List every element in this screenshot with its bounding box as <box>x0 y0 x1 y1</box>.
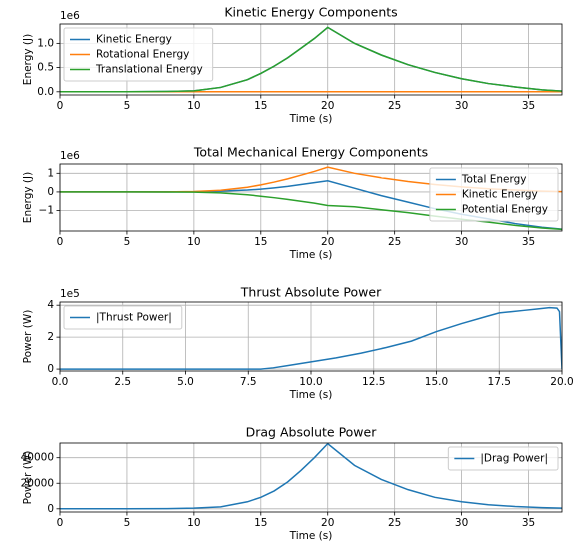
x-tick-label: 20 <box>321 100 334 112</box>
legend-box <box>63 27 214 82</box>
y-tick-label: 0 <box>47 186 54 198</box>
x-tick-label: 20.0 <box>550 376 573 388</box>
x-tick-label: 5 <box>124 517 131 529</box>
x-tick-label: 5 <box>124 236 131 248</box>
y-offset-label: 1e6 <box>60 150 80 162</box>
x-tick-label: 0 <box>57 517 64 529</box>
x-tick-label: 25 <box>388 236 401 248</box>
x-axis-label: Time (s) <box>289 530 333 542</box>
legend-label: Rotational Energy <box>96 49 189 61</box>
x-tick-label: 35 <box>522 100 535 112</box>
x-tick-label: 30 <box>455 517 468 529</box>
legend-label: Total Energy <box>461 174 527 186</box>
x-tick-label: 17.5 <box>488 376 511 388</box>
y-tick-label: 0.0 <box>37 86 54 98</box>
axes-frame <box>59 23 563 96</box>
legend: |Drag Power| <box>447 446 559 471</box>
subplot: Drag Absolute Power 0 5 10 15 20 25 30 35 0 20000 4… <box>21 425 563 542</box>
y-tick-label: 1 <box>47 167 54 179</box>
x-tick-label: 0 <box>57 100 64 112</box>
legend-label: |Thrust Power| <box>96 312 172 324</box>
subplot-title: Total Mechanical Energy Components <box>193 145 428 160</box>
x-tick-label: 25 <box>388 517 401 529</box>
y-tick-label: 1.0 <box>37 37 54 49</box>
x-tick-label: 0 <box>57 236 64 248</box>
x-tick-label: 15.0 <box>425 376 448 388</box>
x-tick-label: 5 <box>124 100 131 112</box>
y-axis-label: Power (W) <box>22 310 34 364</box>
y-tick-label: −1 <box>39 205 54 217</box>
x-tick-label: 10.0 <box>299 376 322 388</box>
legend-label: Kinetic Energy <box>96 34 172 46</box>
subplot: Kinetic Energy Components 0 5 10 15 20 25 30 35 0… <box>22 5 563 125</box>
x-tick-label: 10 <box>187 100 200 112</box>
legend-label: Potential Energy <box>462 204 548 216</box>
y-offset-label: 1e6 <box>60 10 80 22</box>
y-tick-label: 20000 <box>21 477 54 489</box>
legend-label: |Drag Power| <box>480 453 548 465</box>
x-tick-label: 5.0 <box>177 376 194 388</box>
x-tick-label: 30 <box>455 236 468 248</box>
x-axis-label: Time (s) <box>289 389 333 401</box>
x-tick-label: 15 <box>254 100 267 112</box>
y-tick-label: 0 <box>47 503 54 515</box>
x-tick-label: 12.5 <box>362 376 385 388</box>
x-tick-label: 15 <box>254 517 267 529</box>
series-line <box>60 306 562 370</box>
x-tick-label: 20 <box>321 517 334 529</box>
x-tick-label: 25 <box>388 100 401 112</box>
subplot: Thrust Absolute Power 0.0 2.5 5.0 7.5 10.0 12.… <box>22 285 574 402</box>
y-tick-label: 0.5 <box>37 62 54 74</box>
legend-label: Translational Energy <box>95 64 203 76</box>
x-axis-label: Time (s) <box>289 113 333 125</box>
x-tick-label: 20 <box>321 236 334 248</box>
x-tick-label: 2.5 <box>114 376 131 388</box>
y-axis-label: Energy (J) <box>22 172 34 223</box>
legend: Total Energy Kinetic Energy Potential Ener… <box>429 167 559 222</box>
axes-frame <box>59 442 563 513</box>
x-tick-label: 30 <box>455 100 468 112</box>
y-axis-label: Energy (J) <box>22 34 34 85</box>
series-line <box>60 26 562 93</box>
x-tick-label: 10 <box>187 236 200 248</box>
y-offset-label: 1e5 <box>60 288 80 300</box>
legend: Kinetic Energy Rotational Energy Translati… <box>63 27 214 82</box>
subplot-title: Kinetic Energy Components <box>224 5 397 20</box>
y-tick-label: 4 <box>47 299 54 311</box>
legend: |Thrust Power| <box>63 305 183 330</box>
axes-frame <box>59 301 563 372</box>
x-tick-label: 7.5 <box>240 376 257 388</box>
y-axis-label: Power (W) <box>22 451 34 505</box>
x-tick-label: 35 <box>522 236 535 248</box>
subplot-title: Thrust Absolute Power <box>240 285 382 300</box>
x-axis-label: Time (s) <box>289 249 333 261</box>
axes-frame <box>59 163 563 232</box>
subplot-title: Drag Absolute Power <box>246 425 378 440</box>
legend-label: Kinetic Energy <box>462 189 538 201</box>
y-tick-label: 0 <box>47 363 54 375</box>
legend-box <box>447 446 559 471</box>
legend-box <box>429 167 559 222</box>
x-tick-label: 15 <box>254 236 267 248</box>
legend-box <box>63 305 183 330</box>
y-tick-label: 40000 <box>21 452 54 464</box>
x-tick-label: 0.0 <box>52 376 69 388</box>
x-tick-label: 35 <box>522 517 535 529</box>
series-line <box>60 443 562 510</box>
y-tick-label: 2 <box>47 331 54 343</box>
x-tick-label: 10 <box>187 517 200 529</box>
